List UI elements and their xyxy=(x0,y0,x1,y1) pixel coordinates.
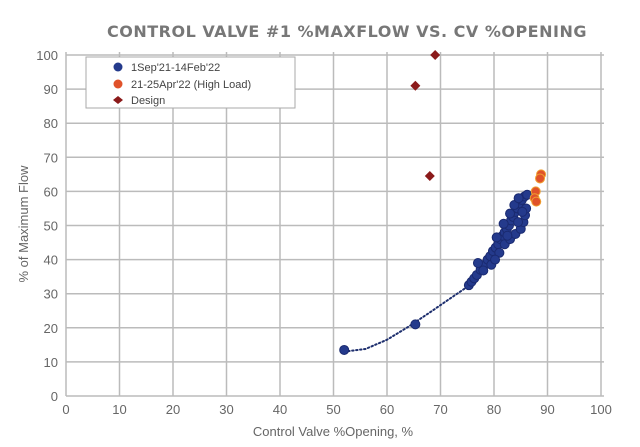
operating-point xyxy=(339,344,350,355)
x-tick-label: 50 xyxy=(326,402,340,417)
y-tick-label: 50 xyxy=(44,219,58,234)
y-tick-label: 60 xyxy=(44,184,58,199)
x-tick-label: 80 xyxy=(487,402,501,417)
y-tick-label: 40 xyxy=(44,253,58,268)
legend: 1Sep'21-14Feb'22 21-25Apr'22 (High Load)… xyxy=(85,56,296,109)
y-tick-label: 0 xyxy=(51,389,58,404)
legend-marker-series-2 xyxy=(113,79,123,89)
x-ticks: 0 10 20 30 40 50 60 70 80 90 100 xyxy=(62,402,611,417)
data-points xyxy=(339,50,547,355)
operating-point xyxy=(513,193,524,204)
y-tick-label: 10 xyxy=(44,355,58,370)
x-axis-label: Control Valve %Opening, % xyxy=(253,424,414,439)
x-tick-label: 0 xyxy=(62,402,69,417)
operating-point xyxy=(513,217,524,228)
trendline xyxy=(343,285,469,353)
y-tick-label: 70 xyxy=(44,150,58,165)
high-load-point xyxy=(531,196,542,207)
x-tick-label: 40 xyxy=(273,402,287,417)
operating-point xyxy=(490,254,501,265)
x-tick-label: 60 xyxy=(380,402,394,417)
y-tick-label: 80 xyxy=(44,116,58,131)
legend-marker-series-1 xyxy=(113,62,123,72)
design-point xyxy=(430,50,441,60)
operating-point xyxy=(517,206,528,217)
y-tick-label: 100 xyxy=(36,48,58,63)
operating-point xyxy=(478,265,489,276)
x-tick-label: 30 xyxy=(219,402,233,417)
legend-label-series-3: Design xyxy=(131,95,165,107)
y-ticks: 0 10 20 30 40 50 60 70 80 90 100 xyxy=(36,48,58,404)
design-point xyxy=(410,80,421,91)
chart-title: CONTROL VALVE #1 %MAXFLOW VS. CV %OPENIN… xyxy=(107,22,587,41)
grid xyxy=(65,52,604,397)
x-tick-label: 10 xyxy=(112,402,126,417)
legend-label-series-1: 1Sep'21-14Feb'22 xyxy=(131,62,220,74)
y-axis-label: % of Maximum Flow xyxy=(16,165,31,283)
operating-point xyxy=(410,319,421,330)
y-tick-label: 30 xyxy=(44,287,58,302)
operating-point xyxy=(505,208,516,219)
operating-point xyxy=(491,232,502,243)
legend-marker-series-3 xyxy=(113,96,123,104)
design-point xyxy=(424,171,435,182)
y-tick-label: 90 xyxy=(44,82,58,97)
legend-label-series-2: 21-25Apr'22 (High Load) xyxy=(131,79,251,91)
x-tick-label: 70 xyxy=(433,402,447,417)
x-tick-label: 20 xyxy=(166,402,180,417)
y-tick-label: 20 xyxy=(44,321,58,336)
x-tick-label: 100 xyxy=(590,402,612,417)
operating-point xyxy=(498,218,509,229)
operating-point xyxy=(472,258,483,269)
x-tick-label: 90 xyxy=(540,402,554,417)
operating-point xyxy=(502,230,513,241)
high-load-point xyxy=(535,173,546,184)
